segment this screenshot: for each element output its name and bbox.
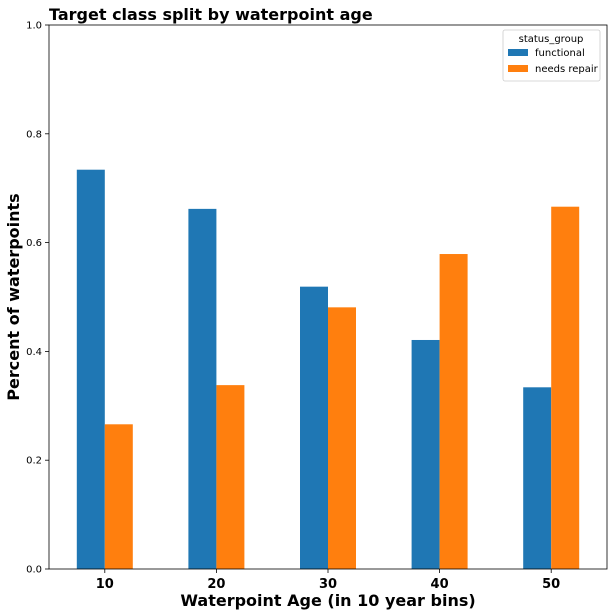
x-tick-label: 50: [542, 577, 560, 592]
x-axis-label: Waterpoint Age (in 10 year bins): [180, 591, 475, 610]
y-tick-label: 0.6: [26, 238, 42, 249]
chart-title: Target class split by waterpoint age: [49, 5, 373, 24]
legend-swatch: [508, 65, 528, 72]
bar-functional-30: [300, 286, 328, 569]
legend-entry-label: needs repair: [535, 64, 599, 75]
x-tick-label: 10: [96, 577, 114, 592]
y-tick-label: 0.2: [26, 456, 42, 467]
bar-functional-40: [411, 339, 440, 569]
plot-frame: [48, 24, 608, 570]
bar-functional-20: [188, 208, 217, 569]
bar-needs-repair-50: [551, 206, 580, 570]
y-axis: 0.0 0.2 0.4 0.6 0.8 1.0: [26, 21, 49, 576]
y-tick-label: 0.4: [26, 347, 42, 358]
y-axis-label: Percent of waterpoints: [4, 193, 23, 400]
y-tick-label: 0.0: [26, 565, 42, 576]
x-tick-label: 20: [207, 577, 225, 592]
x-axis: 10 20 30 40 50: [96, 569, 560, 592]
x-tick-label: 30: [319, 577, 337, 592]
bar-needs-repair-30: [328, 307, 356, 569]
x-tick-label: 40: [431, 577, 449, 592]
bar-needs-repair-10: [104, 424, 133, 569]
legend-entry-label: functional: [535, 48, 585, 59]
bar-functional-50: [523, 387, 552, 569]
bars: [76, 169, 580, 570]
bar-needs-repair-40: [439, 254, 468, 570]
legend-swatch: [508, 49, 528, 56]
bar-needs-repair-20: [216, 385, 245, 569]
y-tick-label: 1.0: [26, 21, 42, 32]
y-tick-label: 0.8: [26, 129, 42, 140]
legend-title: status_group: [519, 34, 584, 45]
bar-functional-10: [76, 169, 105, 570]
legend: status_group functional needs repair: [502, 29, 601, 82]
